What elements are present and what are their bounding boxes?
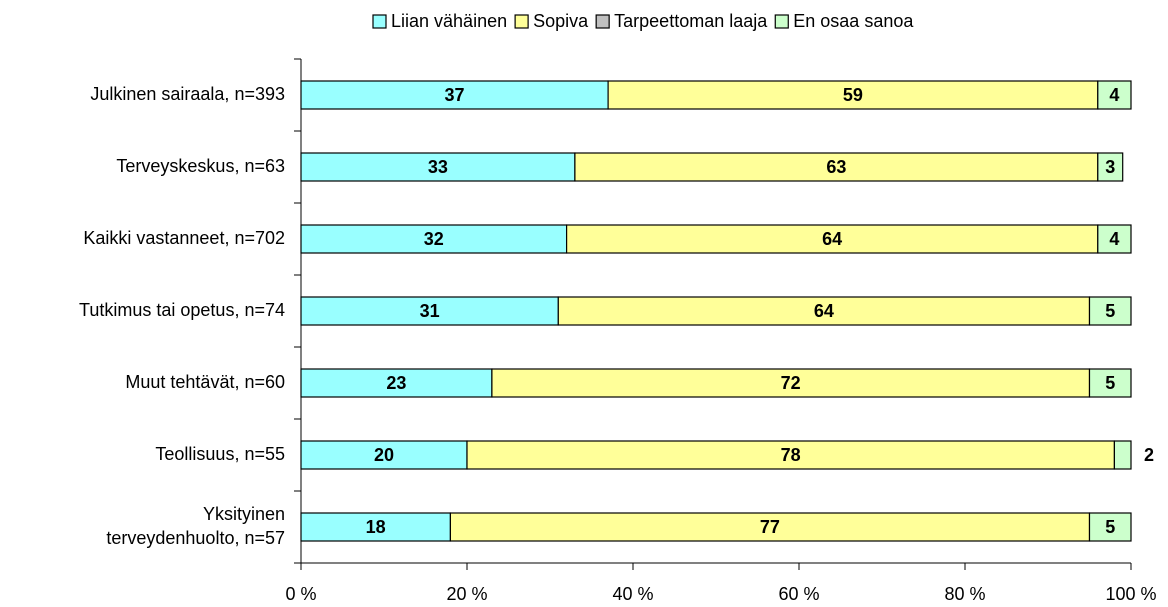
category-label: Julkinen sairaala, n=393 xyxy=(90,84,285,104)
legend-swatch xyxy=(595,14,610,29)
data-label: 72 xyxy=(781,373,801,393)
bar-segment xyxy=(300,368,493,398)
x-tick-label: 40 % xyxy=(612,584,653,604)
bar-segment xyxy=(1113,440,1132,470)
data-label: 32 xyxy=(424,229,444,249)
bar-segment xyxy=(574,152,1099,182)
data-label: 2 xyxy=(1144,445,1154,465)
x-tick-label: 80 % xyxy=(944,584,985,604)
x-tick-label: 20 % xyxy=(446,584,487,604)
bar-segment xyxy=(300,296,559,326)
data-label: 3 xyxy=(1105,157,1115,177)
legend-label: Tarpeettoman laaja xyxy=(614,11,768,31)
bar-segment xyxy=(1097,80,1132,110)
bar-segment xyxy=(1088,296,1132,326)
x-tick-label: 0 % xyxy=(285,584,316,604)
legend-swatch xyxy=(372,14,387,29)
data-label: 64 xyxy=(814,301,834,321)
x-tick-label: 60 % xyxy=(778,584,819,604)
data-label: 78 xyxy=(781,445,801,465)
bar-segment xyxy=(565,224,1099,254)
data-label: 4 xyxy=(1109,229,1119,249)
data-label: 63 xyxy=(826,157,846,177)
category-label: Terveyskeskus, n=63 xyxy=(116,156,285,176)
bar-segment xyxy=(1088,512,1132,542)
bar-segment xyxy=(300,224,568,254)
bar-segment xyxy=(607,80,1099,110)
category-label: Teollisuus, n=55 xyxy=(155,444,285,464)
legend-label: Sopiva xyxy=(533,11,589,31)
legend-label: Liian vähäinen xyxy=(391,11,507,31)
x-tick-label: 100 % xyxy=(1105,584,1156,604)
bar-segment xyxy=(557,296,1091,326)
data-label: 23 xyxy=(386,373,406,393)
data-label: 5 xyxy=(1105,373,1115,393)
bar-segment xyxy=(300,440,468,470)
legend-label: En osaa sanoa xyxy=(793,11,914,31)
legend-swatch xyxy=(514,14,529,29)
category-label: Muut tehtävät, n=60 xyxy=(125,372,285,392)
data-label: 5 xyxy=(1105,301,1115,321)
bar-segment xyxy=(300,80,609,110)
data-label: 37 xyxy=(445,85,465,105)
data-label: 18 xyxy=(366,517,386,537)
category-label: Kaikki vastanneet, n=702 xyxy=(83,228,285,248)
data-label: 31 xyxy=(420,301,440,321)
bar-segment xyxy=(449,512,1091,542)
bar-segment xyxy=(300,512,451,542)
bar-segment xyxy=(1097,224,1132,254)
legend-swatch xyxy=(774,14,789,29)
data-label: 64 xyxy=(822,229,842,249)
data-label: 33 xyxy=(428,157,448,177)
data-label: 20 xyxy=(374,445,394,465)
data-label: 5 xyxy=(1105,517,1115,537)
data-label: 77 xyxy=(760,517,780,537)
category-label: Tutkimus tai opetus, n=74 xyxy=(79,300,285,320)
data-label: 4 xyxy=(1109,85,1119,105)
bar-segment xyxy=(1088,368,1132,398)
data-label: 59 xyxy=(843,85,863,105)
category-label: Yksityinen terveydenhuolto, n=57 xyxy=(106,504,285,548)
bar-segment xyxy=(491,368,1091,398)
legend: Liian vähäinen Sopiva Tarpeettoman laaja En… xyxy=(372,11,914,31)
bar-segment xyxy=(1097,152,1124,182)
